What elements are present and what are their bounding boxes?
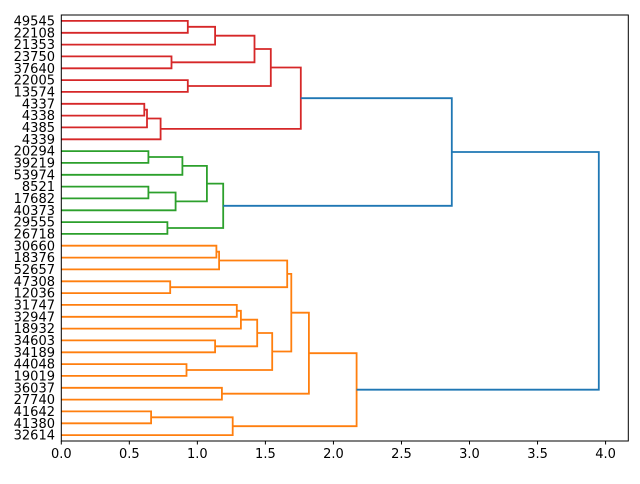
dendrogram-link-o13 [221,311,310,395]
dendrogram-link-r3 [61,55,173,70]
y-leaf-label: 32614 [14,429,55,444]
x-tick-label: 4.0 [595,447,616,462]
y-leaf-label: 26718 [14,227,55,242]
y-leaf-label: 12036 [14,287,55,302]
dendrogram-link-r1 [61,20,189,34]
dendrogram-link-b1 [223,97,453,207]
y-leaf-label: 31747 [14,298,55,313]
x-tick-label: 3.0 [459,447,480,462]
dendrogram-link-o6 [61,309,242,330]
dendrogram-link-g4 [61,191,177,212]
x-tick-label: 1.0 [187,447,208,462]
dendrogram-link-o11 [272,273,293,353]
dendrogram-link-o2 [61,250,220,271]
dendrogram-link-g3 [61,185,150,200]
y-leaf-label: 52657 [14,263,55,278]
y-leaf-label: 21353 [14,38,55,53]
dendrogram-link-o9 [61,363,188,377]
dendrogram-link-r6 [187,48,272,87]
plot-border [60,14,629,442]
dendrogram-link-r2 [61,25,216,46]
y-leaf-label: 53974 [14,168,55,183]
y-leaf-label: 40373 [14,204,55,219]
dendrogram-link-o7 [61,339,216,354]
dendrogram-link-r7 [61,102,146,117]
dendrogram-link-r5 [61,79,189,93]
x-tick-label: 3.5 [527,447,548,462]
x-tick-label: 0.0 [51,447,72,462]
dendrogram-link-o5 [61,304,238,318]
dendrogram-link-o16 [232,352,358,428]
y-leaf-label: 41642 [14,405,55,420]
y-leaf-label: 4385 [22,121,55,136]
dendrogram-link-o14 [61,410,152,425]
dendrogram-link-o8 [215,318,259,348]
y-leaf-label: 29555 [14,216,55,231]
y-leaf-label: 23750 [14,50,55,65]
y-leaf-label: 18376 [14,251,55,266]
y-leaf-label: 34189 [14,346,55,361]
dendrogram-link-g5 [175,165,208,203]
dendrogram-link-o12 [61,386,223,401]
dendrogram-link-r4 [171,34,256,64]
y-leaf-label: 44048 [14,358,55,373]
dendrogram-link-r10 [160,66,302,130]
dendrogram-link-o15 [61,416,234,436]
dendrogram-link-g6 [61,221,169,235]
y-leaf-label: 20294 [14,145,55,160]
dendrogram-link-o3 [61,280,172,294]
y-leaf-label: 22005 [14,74,55,89]
dendrogram-link-g2 [61,156,184,176]
y-leaf-label: 39219 [14,156,55,171]
y-leaf-label: 19019 [14,369,55,384]
y-leaf-label: 37640 [14,62,55,77]
y-leaf-label: 4337 [22,97,55,112]
y-leaf-label: 27740 [14,393,55,408]
y-leaf-label: 34603 [14,334,55,349]
dendrogram-link-o4 [170,259,289,289]
y-leaf-label: 49545 [14,14,55,29]
dendrogram-link-r9 [61,117,162,141]
dendrogram-link-g1 [61,150,150,164]
x-tick-label: 2.0 [323,447,344,462]
x-tick-label: 1.5 [255,447,276,462]
y-leaf-label: 4338 [22,109,55,124]
dendrogram-link-b2 [356,151,600,391]
y-leaf-label: 32947 [14,310,55,325]
y-leaf-label: 36037 [14,381,55,396]
y-leaf-label: 47308 [14,275,55,290]
y-leaf-label: 41380 [14,417,55,432]
y-leaf-label: 17682 [14,192,55,207]
dendrogram-link-r8 [61,108,148,129]
y-leaf-label: 13574 [14,85,55,100]
x-tick-label: 2.5 [391,447,412,462]
y-leaf-label: 4339 [22,133,55,148]
y-leaf-label: 8521 [22,180,55,195]
y-leaf-label: 30660 [14,239,55,254]
y-leaf-label: 18932 [14,322,55,337]
dendrogram-link-o1 [61,244,218,259]
y-leaf-label: 22108 [14,26,55,41]
x-tick-label: 0.5 [119,447,140,462]
